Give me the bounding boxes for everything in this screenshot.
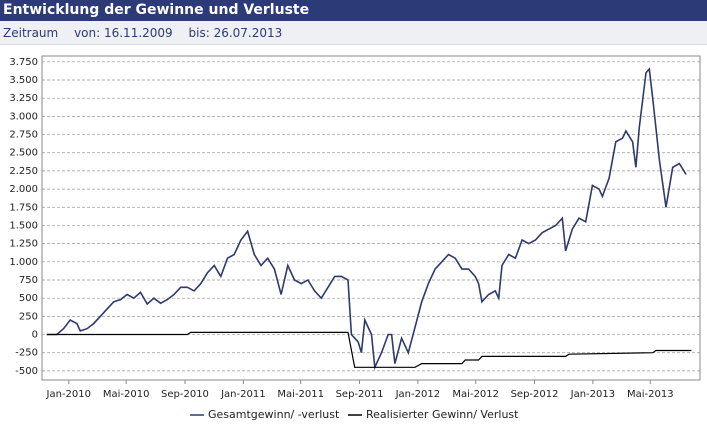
x-tick-label: Jan-2010 <box>46 389 91 400</box>
header-title: Entwicklung der Gewinne und Verluste <box>0 0 707 21</box>
y-tick-label: 0 <box>32 330 38 341</box>
y-tick-label: 750 <box>19 275 38 286</box>
series-line <box>46 67 687 371</box>
x-tick-label: Mai-2011 <box>277 389 324 400</box>
x-tick-label: Mai-2013 <box>627 389 674 400</box>
y-tick-label: -250 <box>15 348 38 359</box>
period-label: Zeitraum <box>3 26 59 40</box>
y-tick-label: 3.250 <box>9 93 38 104</box>
plot-frame <box>41 55 701 381</box>
x-tick-label: Sep-2012 <box>511 389 559 400</box>
x-tick-label: Sep-2010 <box>161 389 209 400</box>
y-tick-label: 2.250 <box>9 166 38 177</box>
period-to: bis: 26.07.2013 <box>188 26 283 40</box>
x-tick-label: Sep-2011 <box>336 389 384 400</box>
y-tick-label: 1.500 <box>9 220 38 231</box>
y-tick-label: 1.250 <box>9 239 38 250</box>
period-bar: Zeitraum von: 16.11.2009 bis: 26.07.2013 <box>0 21 707 45</box>
y-tick-label: 2.000 <box>9 184 38 195</box>
y-tick-label: 3.500 <box>9 75 38 86</box>
y-tick-label: 250 <box>19 311 38 322</box>
x-tick-label: Jan-2012 <box>395 389 440 400</box>
y-tick-label: 2.750 <box>9 130 38 141</box>
x-tick-label: Mai-2012 <box>452 389 499 400</box>
y-tick-label: 1.750 <box>9 202 38 213</box>
legend-label: Gesamtgewinn/ -verlust <box>208 408 340 421</box>
y-tick-label: 3.000 <box>9 111 38 122</box>
y-tick-label: -500 <box>15 366 38 377</box>
period-from: von: 16.11.2009 <box>74 26 173 40</box>
series-line <box>46 331 692 368</box>
y-tick-label: 2.500 <box>9 148 38 159</box>
legend-label: Realisierter Gewinn/ Verlust <box>366 408 519 421</box>
x-tick-label: Jan-2013 <box>570 389 615 400</box>
y-tick-label: 3.750 <box>9 57 38 68</box>
y-tick-label: 500 <box>19 293 38 304</box>
y-tick-label: 1.000 <box>9 257 38 268</box>
x-tick-label: Mai-2010 <box>103 389 150 400</box>
x-tick-label: Jan-2011 <box>220 389 265 400</box>
